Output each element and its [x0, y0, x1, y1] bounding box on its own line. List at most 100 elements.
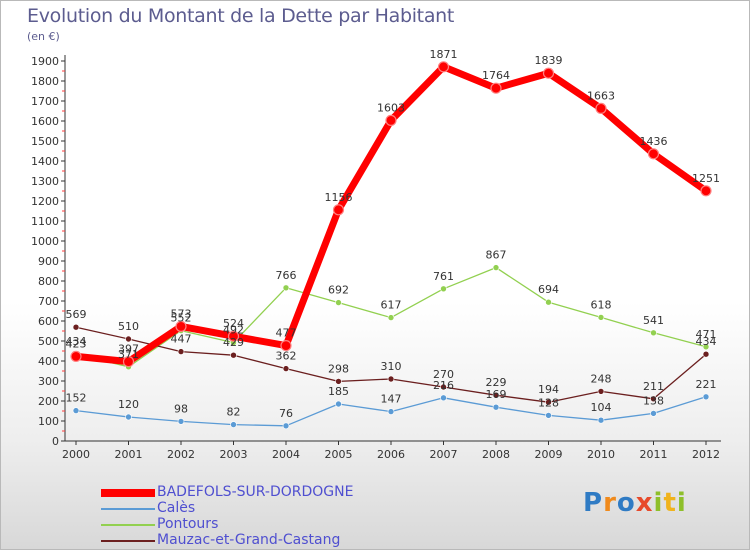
data-point	[595, 102, 607, 115]
data-label: 573	[171, 307, 192, 320]
data-label: 211	[643, 380, 664, 393]
data-label: 194	[538, 383, 559, 396]
data-label: 447	[171, 333, 192, 346]
x-tick-label: 2001	[115, 448, 143, 461]
data-point	[440, 285, 447, 293]
x-tick-label: 2002	[167, 448, 195, 461]
data-label: 477	[276, 327, 297, 340]
data-point	[177, 348, 185, 355]
data-point	[650, 395, 657, 403]
data-point	[597, 388, 605, 395]
data-point	[335, 299, 342, 306]
data-point	[650, 410, 657, 417]
data-point	[702, 393, 710, 401]
data-point	[387, 408, 395, 415]
proxiti-logo: Proxiti	[583, 488, 687, 518]
y-tick-label: 600	[38, 315, 59, 328]
x-tick-label: 2003	[220, 448, 248, 461]
data-label: 434	[696, 335, 717, 348]
data-label: 152	[66, 392, 87, 405]
data-point	[72, 323, 80, 331]
data-label: 1603	[377, 101, 405, 114]
y-tick-label: 1200	[31, 195, 59, 208]
data-point	[700, 185, 712, 197]
data-label: 694	[538, 283, 559, 296]
data-point	[282, 365, 290, 372]
data-point	[335, 378, 342, 385]
data-point	[597, 416, 605, 424]
data-point	[492, 264, 500, 271]
data-label: 221	[696, 378, 717, 391]
data-label: 569	[66, 308, 87, 321]
x-tick-label: 2010	[587, 448, 615, 461]
data-label: 248	[591, 372, 612, 385]
data-label: 761	[433, 270, 454, 283]
data-label: 270	[433, 368, 454, 381]
legend-swatch	[101, 524, 155, 526]
data-point	[647, 148, 660, 160]
data-label: 766	[276, 269, 297, 282]
data-point	[72, 407, 80, 414]
y-tick-label: 1800	[31, 75, 59, 88]
data-label: 617	[381, 299, 402, 312]
data-label: 1251	[692, 172, 720, 185]
data-label: 618	[591, 298, 612, 311]
data-label: 423	[66, 337, 87, 350]
x-tick-label: 2011	[640, 448, 668, 461]
y-tick-label: 1900	[31, 55, 59, 68]
y-tick-label: 500	[38, 335, 59, 348]
x-tick-label: 2012	[692, 448, 720, 461]
y-tick-label: 1500	[31, 135, 59, 148]
data-label: 397	[118, 343, 139, 356]
data-point	[122, 356, 135, 368]
data-label: 138	[643, 394, 664, 407]
data-label: 867	[486, 249, 507, 262]
data-label: 1663	[587, 89, 615, 102]
data-point	[492, 403, 500, 411]
data-label: 298	[328, 362, 349, 375]
data-point	[70, 350, 82, 362]
data-label: 1871	[430, 48, 458, 61]
data-point	[650, 329, 657, 337]
data-label: 471	[696, 328, 717, 341]
data-label: 169	[486, 388, 507, 401]
x-tick-label: 2004	[272, 448, 300, 461]
data-label: 1764	[482, 69, 510, 82]
y-tick-label: 100	[38, 415, 59, 428]
x-tick-label: 2005	[325, 448, 353, 461]
y-tick-label: 1100	[31, 215, 59, 228]
data-point	[542, 67, 555, 79]
data-label: 429	[223, 336, 244, 349]
data-label: 310	[381, 360, 402, 373]
legend-label: Pontours	[157, 516, 219, 532]
data-label: 541	[643, 314, 664, 327]
data-point	[280, 340, 292, 352]
data-point	[385, 114, 397, 127]
data-point	[177, 418, 185, 425]
data-point	[492, 391, 500, 399]
data-point	[227, 330, 240, 342]
data-point	[545, 412, 552, 419]
data-point	[175, 320, 187, 332]
data-point	[440, 383, 447, 391]
legend-label: Calès	[157, 500, 196, 516]
data-point	[125, 413, 132, 421]
legend-label: BADEFOLS-SUR-DORDOGNE	[157, 484, 354, 500]
data-point	[545, 298, 552, 306]
data-label: 147	[381, 393, 402, 406]
y-tick-label: 700	[38, 295, 59, 308]
y-tick-label: 1700	[31, 95, 59, 108]
data-label: 104	[591, 401, 612, 414]
y-tick-label: 400	[38, 355, 59, 368]
data-point	[597, 314, 605, 321]
data-label: 216	[433, 379, 454, 392]
legend-swatch	[101, 489, 155, 497]
y-tick-label: 0	[52, 435, 59, 448]
data-label: 371	[118, 348, 139, 361]
data-label: 552	[171, 312, 192, 325]
data-label: 229	[486, 376, 507, 389]
data-label: 98	[174, 402, 188, 415]
chart-unit: (en €)	[27, 30, 60, 43]
data-point	[230, 351, 237, 359]
